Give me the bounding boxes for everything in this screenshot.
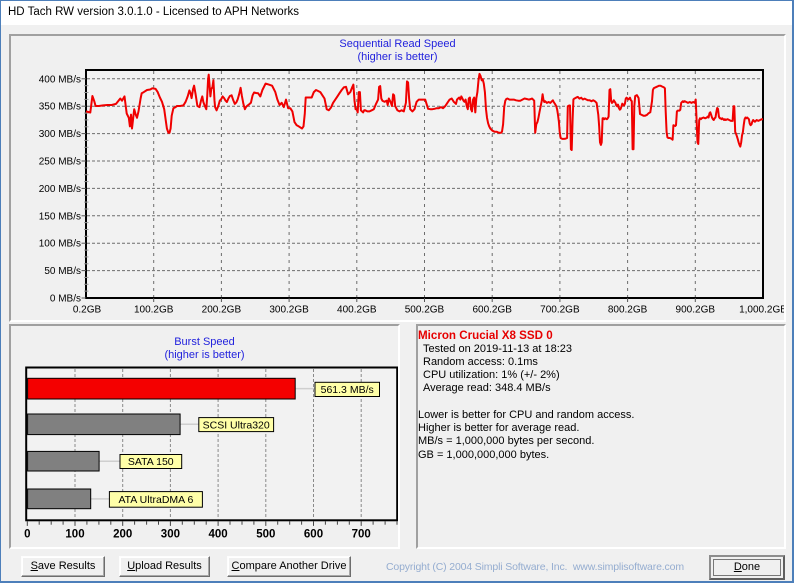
svg-text:300: 300 [161,529,180,541]
svg-text:300.2GB: 300.2GB [269,305,309,316]
svg-text:400: 400 [209,529,228,541]
svg-text:700.2GB: 700.2GB [540,305,580,316]
svg-text:100: 100 [65,529,84,541]
svg-text:150 MB/s: 150 MB/s [39,211,81,222]
svg-text:SCSI Ultra320: SCSI Ultra320 [203,419,270,431]
svg-text:0 MB/s: 0 MB/s [50,294,81,305]
svg-text:300 MB/s: 300 MB/s [39,129,81,140]
svg-text:500.2GB: 500.2GB [405,305,445,316]
svg-text:0: 0 [24,529,30,541]
svg-text:350 MB/s: 350 MB/s [39,102,81,113]
svg-text:1,000.2GB: 1,000.2GB [739,305,784,316]
svg-text:250 MB/s: 250 MB/s [39,157,81,168]
svg-text:400.2GB: 400.2GB [337,305,377,316]
svg-text:200.2GB: 200.2GB [202,305,242,316]
svg-text:700: 700 [352,529,371,541]
svg-text:200: 200 [113,529,132,541]
svg-text:900.2GB: 900.2GB [676,305,716,316]
svg-text:200 MB/s: 200 MB/s [39,184,81,195]
svg-text:100 MB/s: 100 MB/s [39,239,81,250]
svg-text:ATA UltraDMA 6: ATA UltraDMA 6 [118,494,193,506]
svg-text:600.2GB: 600.2GB [472,305,512,316]
svg-text:500: 500 [256,529,275,541]
svg-text:100.2GB: 100.2GB [134,305,174,316]
svg-text:400 MB/s: 400 MB/s [39,74,81,85]
svg-text:800.2GB: 800.2GB [608,305,648,316]
svg-text:50 MB/s: 50 MB/s [44,266,81,277]
svg-text:0.2GB: 0.2GB [73,305,102,316]
svg-text:SATA 150: SATA 150 [128,456,174,468]
svg-text:600: 600 [304,529,323,541]
svg-text:561.3 MB/s: 561.3 MB/s [321,384,374,396]
